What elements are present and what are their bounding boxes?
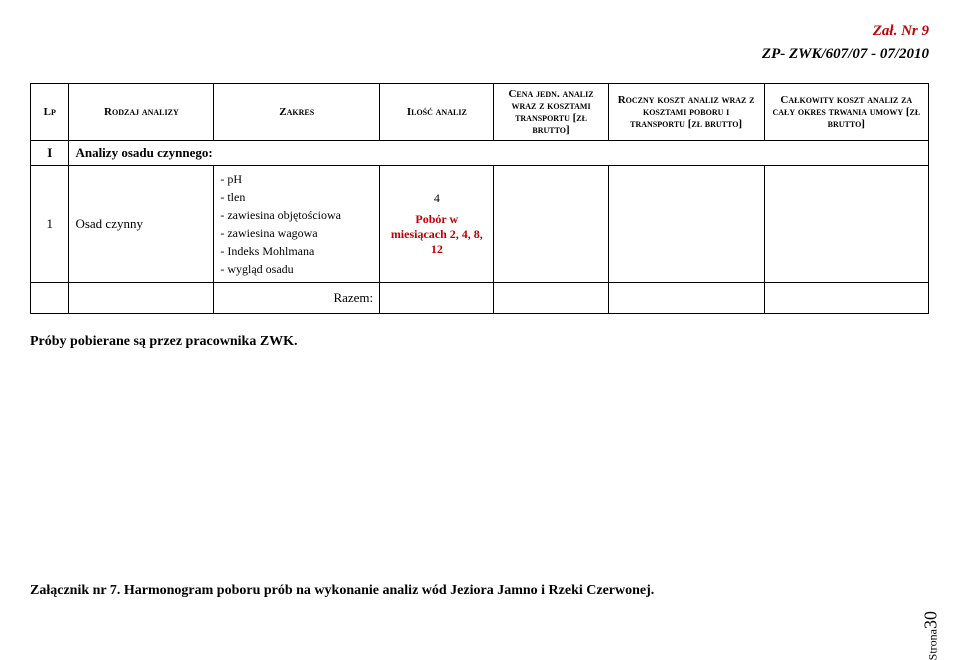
cell-calk [764, 166, 928, 283]
th-ilosc: Ilość analiz [380, 84, 494, 141]
th-rodzaj: Rodzaj analizy [69, 84, 214, 141]
razem-ilosc [380, 283, 494, 314]
section-title: Analizy osadu czynnego: [69, 141, 929, 166]
razem-label: Razem: [214, 283, 380, 314]
cell-lp: 1 [31, 166, 69, 283]
zakres-item: - pH [220, 170, 373, 188]
razem-roczny [608, 283, 764, 314]
th-cena: Cena jedn. analiz wraz z kosztami transp… [494, 84, 608, 141]
razem-lp [31, 283, 69, 314]
cell-rodzaj: Osad czynny [69, 166, 214, 283]
ilosc-label1: Pobór w [386, 212, 487, 227]
page-num: 30 [920, 611, 940, 629]
zakres-item: - zawiesina wagowa [220, 224, 373, 242]
section-num: I [31, 141, 69, 166]
header-right: Zał. Nr 9 ZP- ZWK/607/07 - 07/2010 [30, 20, 929, 65]
razem-calk [764, 283, 928, 314]
razem-cena [494, 283, 608, 314]
th-zakres: Zakres [214, 84, 380, 141]
zakres-item: - tlen [220, 188, 373, 206]
page-label: Strona [925, 629, 939, 660]
th-roczny: Roczny koszt analiz wraz z kosztami pobo… [608, 84, 764, 141]
zakres-item: - wygląd osadu [220, 260, 373, 278]
main-table: Lp Rodzaj analizy Zakres Ilość analiz Ce… [30, 83, 929, 314]
table-row: 1 Osad czynny - pH - tlen - zawiesina ob… [31, 166, 929, 283]
th-calk: Całkowity koszt analiz za cały okres trw… [764, 84, 928, 141]
ilosc-num: 4 [386, 191, 487, 206]
zakres-item: - zawiesina objętościowa [220, 206, 373, 224]
section-row: I Analizy osadu czynnego: [31, 141, 929, 166]
cell-roczny [608, 166, 764, 283]
razem-row: Razem: [31, 283, 929, 314]
ilosc-label2: miesiącach 2, 4, 8, 12 [386, 227, 487, 257]
footer-text: Załącznik nr 7. Harmonogram poboru prób … [30, 583, 654, 599]
header-line1: Zał. Nr 9 [30, 20, 929, 43]
cell-cena [494, 166, 608, 283]
table-header-row: Lp Rodzaj analizy Zakres Ilość analiz Ce… [31, 84, 929, 141]
page-number: Strona30 [920, 611, 941, 660]
zakres-item: - Indeks Mohlmana [220, 242, 373, 260]
cell-ilosc: 4 Pobór w miesiącach 2, 4, 8, 12 [380, 166, 494, 283]
razem-rodzaj [69, 283, 214, 314]
th-lp: Lp [31, 84, 69, 141]
cell-zakres: - pH - tlen - zawiesina objętościowa - z… [214, 166, 380, 283]
note-text: Próby pobierane są przez pracownika ZWK. [30, 334, 929, 350]
header-line2: ZP- ZWK/607/07 - 07/2010 [30, 43, 929, 66]
